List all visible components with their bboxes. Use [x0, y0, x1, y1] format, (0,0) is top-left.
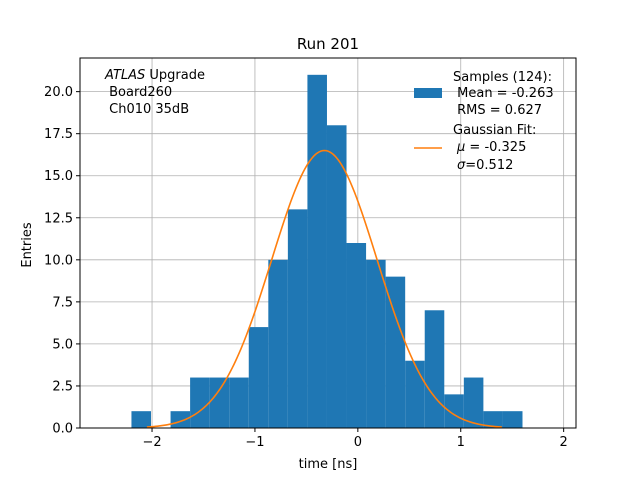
plot-frame — [79, 57, 577, 429]
gaussian-fit-curve — [146, 149, 502, 428]
x-tick-label: −2 — [142, 435, 161, 450]
histogram-bar — [307, 74, 327, 429]
legend-mu-symbol: μ — [456, 140, 465, 155]
annotation-line-1: ATLAS Upgrade — [104, 68, 205, 83]
histogram-bar — [268, 259, 288, 428]
histogram-bar — [170, 411, 191, 428]
y-axis-ticks: 0.0 2.5 5.0 7.5 10.0 12.5 15.0 17.5 20.0 — [44, 85, 80, 437]
histogram-bar — [502, 411, 523, 428]
histogram-bar — [405, 360, 425, 428]
y-tick-label: 7.5 — [52, 295, 73, 310]
y-tick-label: 2.5 — [52, 379, 73, 394]
y-tick-label: 10.0 — [44, 253, 73, 268]
histogram-bar — [131, 411, 152, 428]
legend-mu-value: = -0.325 — [465, 140, 526, 155]
legend-hist-line-2: Mean = -0.263 — [453, 86, 554, 101]
annotation-atlas: ATLAS — [104, 68, 145, 83]
x-axis-label: time [ns] — [299, 457, 358, 472]
y-tick-label: 20.0 — [44, 85, 73, 100]
histogram-bar — [483, 411, 503, 428]
histogram-bar — [248, 327, 269, 428]
histogram-bar — [385, 276, 406, 428]
legend-sigma-value: =0.512 — [465, 158, 513, 173]
legend-fit-line-3: σ=0.512 — [457, 158, 513, 173]
y-tick-label: 12.5 — [44, 211, 73, 226]
histogram-bar — [209, 377, 230, 428]
y-tick-label: 0.0 — [52, 422, 73, 437]
x-axis-ticks: −2 −1 0 1 2 — [142, 428, 568, 450]
histogram-bar — [326, 125, 347, 428]
histogram-bar — [190, 377, 210, 428]
x-tick-label: 0 — [354, 435, 362, 450]
histogram-bar — [346, 243, 367, 428]
chart-title: Run 201 — [297, 35, 359, 53]
y-axis-label: Entries — [20, 222, 35, 268]
legend: Samples (124): Mean = -0.263 RMS = 0.627… — [414, 70, 554, 173]
histogram-bar — [366, 259, 386, 428]
legend-fit-line-1: Gaussian Fit: — [453, 123, 536, 138]
histogram-bars — [131, 74, 523, 429]
legend-fit-line-2: μ = -0.325 — [456, 140, 526, 155]
histogram-bar — [424, 310, 445, 428]
x-tick-label: −1 — [245, 435, 264, 450]
histogram-bar — [287, 209, 308, 428]
y-tick-label: 17.5 — [44, 127, 73, 142]
legend-sigma-symbol: σ — [457, 158, 466, 173]
y-tick-label: 5.0 — [52, 337, 73, 352]
gaussian-fit — [146, 149, 502, 428]
x-tick-label: 1 — [457, 435, 465, 450]
atlas-annotation: ATLAS Upgrade Board260 Ch010 35dB — [104, 68, 205, 117]
annotation-upgrade: Upgrade — [145, 68, 205, 83]
histogram-bar — [463, 377, 484, 428]
annotation-line-2: Board260 — [105, 85, 172, 100]
legend-hist-line-1: Samples (124): — [453, 70, 552, 85]
y-tick-label: 15.0 — [44, 169, 73, 184]
annotation-line-3: Ch010 35dB — [105, 102, 189, 117]
histogram-bar — [229, 377, 249, 428]
histogram-bar — [444, 394, 464, 428]
legend-hist-line-3: RMS = 0.627 — [453, 103, 542, 118]
x-tick-label: 2 — [560, 435, 568, 450]
legend-hist-swatch — [414, 88, 442, 98]
